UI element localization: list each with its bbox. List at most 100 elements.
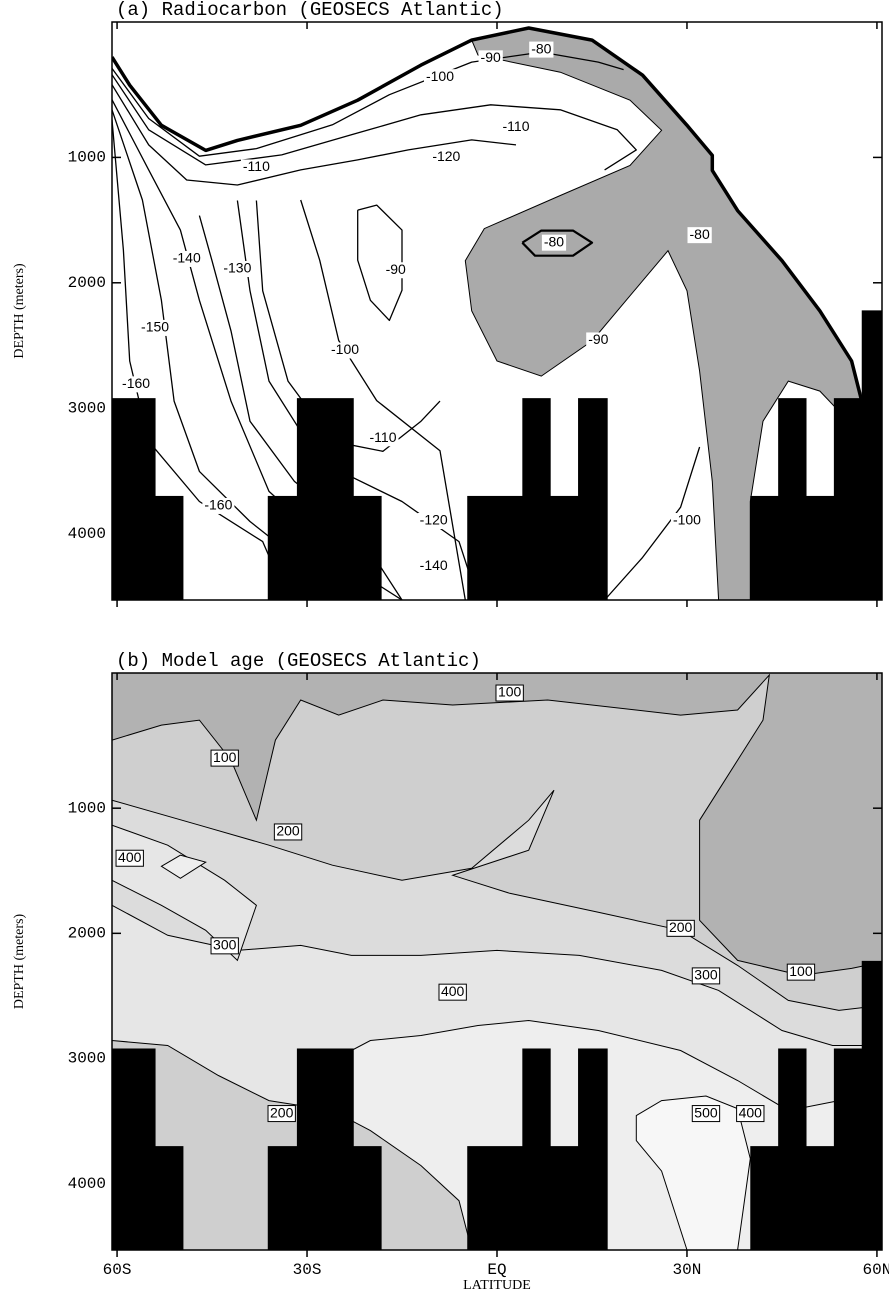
- contour-label-box: [170, 250, 203, 267]
- panel-title: (a) Radiocarbon (GEOSECS Atlantic): [116, 0, 504, 21]
- contour-label-box: [687, 227, 712, 244]
- contour-label: 200: [270, 1104, 294, 1120]
- contour-label: 300: [213, 937, 237, 953]
- contour-label: -130: [223, 260, 251, 276]
- contour-label-box: [423, 69, 457, 86]
- y-axis-label: DEPTH (meters): [12, 263, 27, 359]
- sea-floor: [267, 1146, 298, 1250]
- contour-label: -140: [420, 557, 448, 573]
- sea-floor: [778, 1048, 807, 1250]
- contour-label: -100: [673, 512, 701, 528]
- contour-label-box: [240, 159, 272, 176]
- x-tick-label: EQ: [487, 1261, 506, 1279]
- x-axis-label: LATITUDE: [463, 1278, 531, 1293]
- contour-label: -110: [243, 158, 270, 174]
- contour-line: [521, 229, 594, 257]
- sea-floor: [522, 1048, 551, 1250]
- contour-label-box: [438, 983, 467, 1001]
- contour-label: 300: [694, 967, 718, 983]
- contour-label: -120: [432, 148, 460, 164]
- contour-label: 400: [441, 983, 465, 999]
- contour-label-box: [210, 749, 239, 767]
- contour-label-box: [210, 937, 239, 955]
- contour-label-box: [120, 376, 153, 393]
- sea-floor: [353, 1146, 382, 1250]
- sea-floor: [806, 495, 835, 600]
- contour-region: [112, 673, 882, 976]
- contour-label-box: [670, 513, 703, 530]
- contour-label: -80: [544, 233, 564, 249]
- contour-label: -160: [122, 375, 150, 391]
- plot-area: -90 -80 -100 -110 -120 -110 -140 -130 -150 -160 -8…: [112, 26, 882, 600]
- contour-label-box: [430, 149, 463, 166]
- contour-line: [112, 51, 624, 157]
- y-tick-label: 4000: [68, 525, 106, 543]
- contour-label: -160: [204, 497, 232, 513]
- sea-floor: [550, 1146, 579, 1250]
- sea-floor: [353, 495, 382, 600]
- contour-line: [357, 204, 403, 322]
- contour-label: 200: [669, 919, 693, 935]
- sea-floor: [267, 495, 298, 600]
- sea-floor: [522, 398, 551, 600]
- contour-line: [112, 26, 879, 452]
- contour-label-box: [691, 967, 721, 985]
- contour-label-box: [529, 41, 554, 58]
- contour-label: -90: [481, 49, 501, 65]
- x-tick-label: 60N: [863, 1261, 889, 1279]
- sea-floor: [578, 1048, 608, 1250]
- contour-label: -150: [141, 319, 169, 335]
- sea-floor: [155, 1146, 184, 1250]
- contour-label: -140: [173, 250, 201, 266]
- contour-label-box: [383, 262, 408, 279]
- contour-label: -120: [420, 512, 448, 528]
- sea-floor: [550, 495, 579, 600]
- sea-floor: [578, 398, 608, 600]
- sea-floor: [112, 1048, 156, 1250]
- contour-label-box: [541, 234, 567, 251]
- contour-label: -110: [503, 118, 530, 134]
- contour-label: 100: [498, 684, 522, 700]
- sea-floor: [467, 1146, 523, 1250]
- plot-area: 1001002004003002003001004001003002004005…: [112, 673, 882, 1250]
- contour-line: [112, 84, 517, 186]
- contour-label-box: [478, 50, 503, 67]
- contour-label-box: [495, 684, 524, 702]
- contour-label-box: [139, 319, 172, 336]
- y-tick-label: 2000: [68, 925, 106, 943]
- contour-label-box: [736, 1105, 765, 1123]
- contour-label-box: [273, 823, 303, 841]
- x-tick-label: 30N: [673, 1261, 702, 1279]
- y-tick-label: 1000: [68, 799, 106, 817]
- y-tick-label: 1000: [68, 149, 106, 167]
- contour-region: [635, 1095, 751, 1250]
- contour-label-box: [417, 558, 450, 575]
- contour-line: [300, 199, 466, 600]
- contour-label: -100: [331, 341, 359, 357]
- contour-label: -80: [690, 226, 710, 242]
- contour-label-box: [691, 1105, 721, 1123]
- contour-label-box: [221, 260, 254, 277]
- contour-label-box: [586, 332, 611, 349]
- contour-label: -90: [386, 261, 406, 277]
- contour-line: [112, 74, 637, 171]
- contour-label: -80: [531, 40, 551, 56]
- contour-label-box: [367, 430, 399, 447]
- y-tick-label: 3000: [68, 1050, 106, 1068]
- contour-label: -90: [588, 331, 608, 347]
- contour-label-box: [202, 497, 235, 514]
- sea-floor: [806, 1146, 835, 1250]
- sea-floor: [296, 398, 354, 600]
- sea-floor: [112, 398, 156, 600]
- sea-floor: [750, 495, 779, 600]
- contour-label: 500: [694, 1104, 718, 1120]
- sea-floor: [750, 1146, 779, 1250]
- x-tick-label: 30S: [293, 1261, 322, 1279]
- contour-label-box: [417, 513, 450, 530]
- contour-label-box: [500, 119, 532, 136]
- contour-label: 100: [213, 749, 237, 765]
- contour-label-box: [666, 919, 695, 937]
- y-axis-label: DEPTH (meters): [12, 914, 27, 1010]
- contour-region: [160, 854, 207, 879]
